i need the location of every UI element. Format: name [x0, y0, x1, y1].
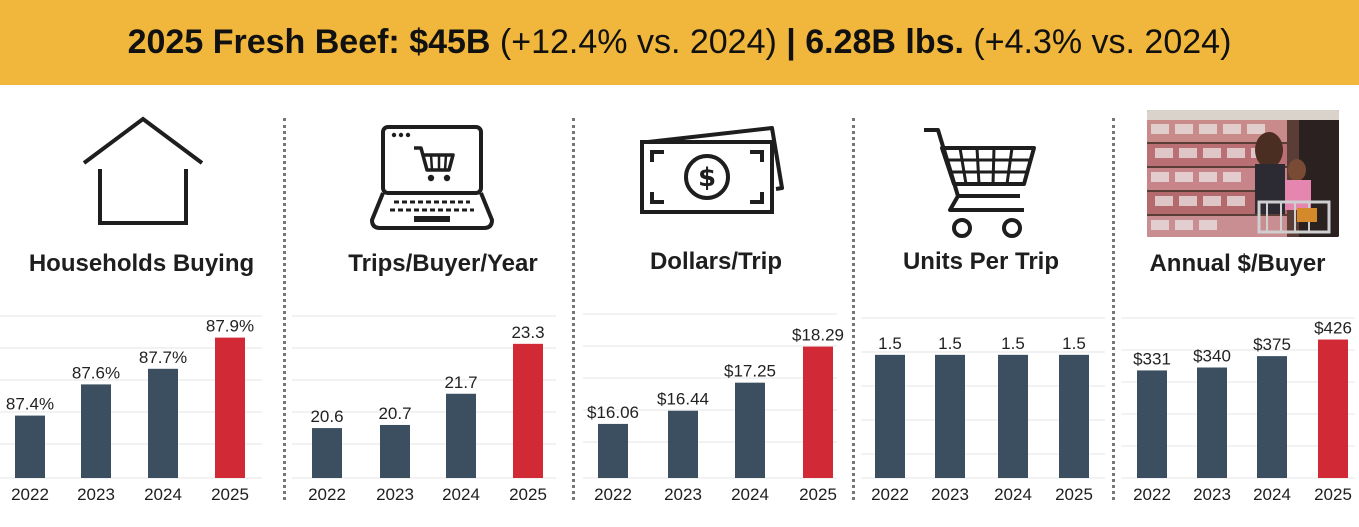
- x-tick-label: 2024: [994, 485, 1032, 504]
- x-tick-label: 2025: [1314, 485, 1352, 504]
- bar-2022: [15, 415, 45, 478]
- data-label: $16.06: [587, 403, 639, 422]
- annual-dollars-per-buyer-chart: $331 2022 $340 2023 $375 2024 $426 2025: [1121, 317, 1355, 504]
- bar-2024: [446, 393, 476, 478]
- bar-2023: [935, 354, 965, 478]
- panel-divider: [572, 118, 575, 500]
- bar-2024: [148, 368, 178, 478]
- x-tick-label: 2023: [664, 485, 702, 504]
- x-tick-label: 2025: [799, 485, 837, 504]
- data-label: $426: [1314, 319, 1352, 338]
- x-tick-label: 2025: [211, 485, 249, 504]
- money-icon: $: [640, 126, 784, 214]
- data-label: $331: [1133, 349, 1171, 368]
- bar-2025: [215, 337, 245, 478]
- bar-2024: [998, 354, 1028, 478]
- panel-title: Households Buying: [28, 250, 255, 277]
- x-tick-label: 2023: [376, 485, 414, 504]
- x-tick-label: 2022: [11, 485, 49, 504]
- bar-2022: [1137, 370, 1167, 478]
- header-banner: 2025 Fresh Beef: $45B (+12.4% vs. 2024) …: [0, 0, 1359, 85]
- x-tick-label: 2023: [77, 485, 115, 504]
- bar-2022: [312, 428, 342, 478]
- data-label: $375: [1253, 335, 1291, 354]
- shopping-cart-icon: [924, 128, 1036, 238]
- panel-divider: [1112, 118, 1115, 500]
- store-photo: [1147, 110, 1339, 237]
- data-label: 21.7: [444, 373, 477, 392]
- data-label: $340: [1193, 347, 1231, 366]
- bar-2023: [668, 410, 698, 478]
- panel-divider: [283, 118, 286, 500]
- bar-2023: [81, 384, 111, 478]
- data-label: 87.9%: [206, 317, 254, 336]
- bar-2023: [380, 424, 410, 478]
- data-label: 87.6%: [72, 363, 120, 382]
- bar-2024: [1257, 356, 1287, 478]
- units-per-trip-chart: 1.5 2022 1.5 2023 1.5 2024 1.5 2025: [861, 317, 1105, 504]
- header-dollars-change: (+12.4% vs. 2024): [490, 23, 787, 61]
- bar-2022: [875, 354, 905, 478]
- panel-title: Trips/Buyer/Year: [348, 250, 538, 277]
- x-tick-label: 2022: [871, 485, 909, 504]
- x-tick-label: 2024: [144, 485, 182, 504]
- dollars-per-trip-chart: $16.06 2022 $16.44 2023 $17.25 2024 $18.29 2025: [583, 313, 844, 504]
- laptop-cart-icon: [370, 125, 494, 230]
- svg-text:$: $: [698, 163, 716, 193]
- data-label: 1.5: [878, 334, 902, 353]
- x-tick-label: 2025: [1055, 485, 1093, 504]
- households-buying-chart: 87.4% 2022 87.6% 2023 87.7% 2024 87.9% 2025: [0, 315, 262, 504]
- x-tick-label: 2022: [308, 485, 346, 504]
- data-label: 1.5: [1062, 334, 1086, 353]
- x-tick-label: 2024: [1253, 485, 1291, 504]
- bar-2025: [803, 346, 833, 478]
- house-icon: [82, 116, 204, 225]
- panel-title: Annual $/Buyer: [1149, 250, 1326, 277]
- x-tick-label: 2022: [594, 485, 632, 504]
- bar-2025: [1318, 339, 1348, 478]
- header-dollars: 2025 Fresh Beef: $45B: [127, 23, 491, 61]
- data-label: 1.5: [938, 334, 962, 353]
- bar-2023: [1197, 367, 1227, 478]
- data-label: 87.4%: [6, 395, 54, 414]
- header-pounds-change: (+4.3% vs. 2024): [963, 23, 1232, 61]
- x-tick-label: 2024: [731, 485, 769, 504]
- data-label: $18.29: [792, 326, 844, 345]
- bar-2022: [598, 423, 628, 478]
- panel-title: Dollars/Trip: [649, 248, 783, 275]
- x-tick-label: 2025: [509, 485, 547, 504]
- data-label: 87.7%: [139, 348, 187, 367]
- data-label: $16.44: [657, 390, 709, 409]
- bar-2025: [513, 343, 543, 478]
- header-pounds: | 6.28B lbs.: [786, 23, 964, 61]
- bar-2025: [1059, 354, 1089, 478]
- data-label: 20.6: [310, 407, 343, 426]
- x-tick-label: 2024: [442, 485, 480, 504]
- panel-divider: [852, 118, 855, 500]
- data-label: 1.5: [1001, 334, 1025, 353]
- bar-2024: [735, 382, 765, 478]
- panel-title: Units Per Trip: [902, 248, 1060, 275]
- trips-per-buyer-chart: 20.6 2022 20.7 2023 21.7 2024 23.3 2025: [292, 315, 556, 504]
- data-label: 20.7: [378, 404, 411, 423]
- x-tick-label: 2023: [1193, 485, 1231, 504]
- data-label: $17.25: [724, 362, 776, 381]
- x-tick-label: 2023: [931, 485, 969, 504]
- data-label: 23.3: [511, 323, 544, 342]
- x-tick-label: 2022: [1133, 485, 1171, 504]
